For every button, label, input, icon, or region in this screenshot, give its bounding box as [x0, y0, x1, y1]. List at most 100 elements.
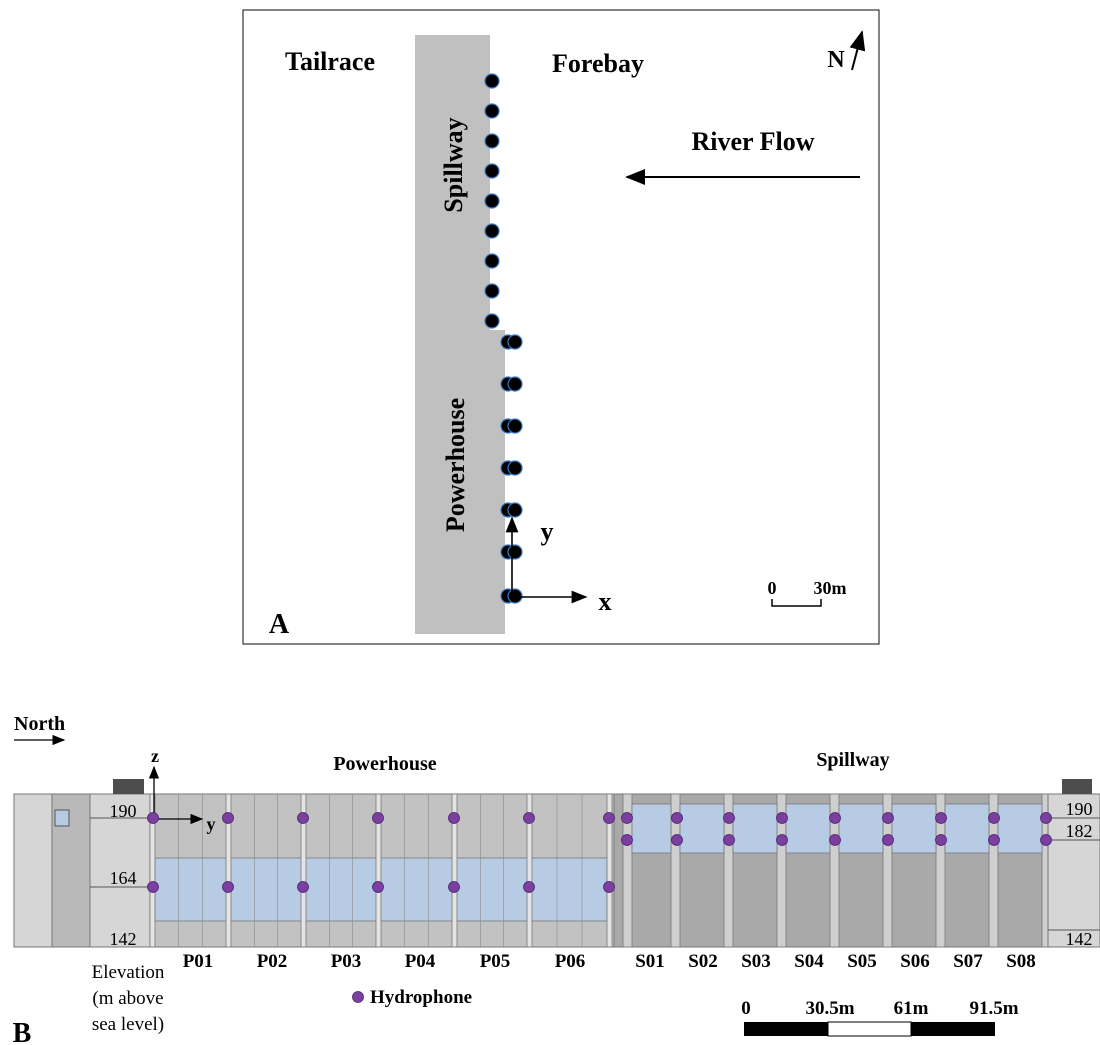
spillway-pier-3: [723, 793, 734, 948]
scale-seg-2: [827, 1021, 912, 1037]
powerhouse-pier-6: [526, 793, 533, 948]
spillway-pier-2: [670, 793, 681, 948]
scale-label-2: 61m: [894, 998, 929, 1019]
elev-left-142: 142: [110, 929, 137, 949]
powerhouse-pier-5: [451, 793, 458, 948]
unit-label-p06: P06: [555, 951, 586, 972]
elevation-caption-line-3: sea level): [92, 1014, 164, 1035]
powerhouse-lower-hydrophone-7: [603, 881, 615, 893]
unit-label-s07: S07: [953, 951, 983, 972]
left-block: [51, 793, 91, 948]
spillway-bays: [622, 793, 1052, 948]
powerhouse-upper-hydrophone-4: [372, 812, 384, 824]
powerhouse-hydrophone-b-4: [507, 460, 523, 476]
y-axis-label-b: y: [207, 814, 216, 834]
elev-left-164: 164: [110, 868, 137, 888]
unit-label-s01: S01: [635, 951, 665, 972]
unit-label-p04: P04: [405, 951, 436, 972]
powerhouse-upper-hydrophone-5: [448, 812, 460, 824]
spillway-upper-hydrophone-7: [935, 812, 947, 824]
unit-label-s05: S05: [847, 951, 877, 972]
spillway-hydrophone-1: [484, 73, 500, 89]
spillway-hydrophone-9: [484, 313, 500, 329]
spillway-gate-bay-2: [679, 803, 725, 854]
spillway-lower-hydrophone-8: [988, 834, 1000, 846]
tailrace-label: Tailrace: [285, 47, 375, 76]
z-axis-label: z: [151, 746, 159, 766]
panel-a-scale-bar: 0 30m: [768, 578, 847, 607]
elev-left-190: 190: [110, 801, 137, 821]
forebay-label: Forebay: [552, 49, 644, 78]
spillway-gate-bay-5: [838, 803, 884, 854]
spillway-hydrophone-4: [484, 163, 500, 179]
right-elevation-block: [1047, 793, 1100, 948]
dam-structure: [415, 35, 505, 634]
spillway-upper-hydrophone-8: [988, 812, 1000, 824]
unit-label-p01: P01: [183, 951, 214, 972]
spillway-pier-8: [988, 793, 999, 948]
powerhouse-vertical-label: Powerhouse: [441, 398, 470, 532]
unit-label-s02: S02: [688, 951, 718, 972]
powerhouse-hydrophone-b-5: [507, 502, 523, 518]
scale-seg-3: [911, 1022, 995, 1036]
powerhouse-upper-hydrophone-3: [297, 812, 309, 824]
spillway-gate-bay-7: [944, 803, 990, 854]
panel-b: North Powerhouse Spillway 190 164 142 19…: [13, 713, 1100, 1045]
powerhouse-lower-hydrophone-4: [372, 881, 384, 893]
spillway-vertical-label: Spillway: [439, 117, 468, 212]
hydrophone-legend: Hydrophone: [352, 987, 472, 1008]
spillway-upper-hydrophone-3: [723, 812, 735, 824]
spillway-upper-hydrophone-9: [1040, 812, 1052, 824]
elevation-caption-line-2: (m above: [92, 988, 163, 1009]
spillway-hydrophone-3: [484, 133, 500, 149]
left-abutment: [13, 793, 53, 948]
powerhouse-pier-3: [300, 793, 307, 948]
spillway-upper-hydrophone-2: [671, 812, 683, 824]
north-arrow: [849, 30, 866, 71]
panel-b-label: B: [13, 1018, 32, 1045]
unit-label-s04: S04: [794, 951, 824, 972]
scale-label-1: 30.5m: [805, 998, 854, 1019]
unit-label-s03: S03: [741, 951, 771, 972]
unit-label-p02: P02: [257, 951, 288, 972]
powerhouse-lower-hydrophone-6: [523, 881, 535, 893]
spillway-pier-1: [622, 793, 633, 948]
scale-zero: 0: [768, 578, 777, 598]
powerhouse-upper-hydrophone-2: [222, 812, 234, 824]
spillway-upper-hydrophone-4: [776, 812, 788, 824]
spillway-pier-5: [829, 793, 840, 948]
elev-right-142: 142: [1066, 929, 1093, 949]
unit-label-p03: P03: [331, 951, 362, 972]
spillway-pier-4: [776, 793, 787, 948]
x-axis-label: x: [599, 587, 612, 616]
elev-right-182: 182: [1066, 821, 1093, 841]
right-crane: [1062, 779, 1092, 794]
river-flow-label: River Flow: [692, 127, 815, 156]
powerhouse-lower-hydrophone-5: [448, 881, 460, 893]
spillway-upper-hydrophone-1: [621, 812, 633, 824]
spillway-lower-hydrophone-3: [723, 834, 735, 846]
spillway-lower-hydrophone-9: [1040, 834, 1052, 846]
powerhouse-pier-4: [375, 793, 382, 948]
spillway-lower-hydrophone-7: [935, 834, 947, 846]
powerhouse-title: Powerhouse: [333, 753, 436, 775]
legend-hydrophone-dot: [352, 991, 364, 1003]
spillway-lower-hydrophone-6: [882, 834, 894, 846]
unit-label-s08: S08: [1006, 951, 1036, 972]
spillway-lower-hydrophone-2: [671, 834, 683, 846]
powerhouse-hydrophone-b-7: [507, 588, 523, 604]
panel-a: Tailrace Forebay N River Flow Spillway P…: [242, 9, 880, 645]
elevation-caption-line-1: Elevation: [92, 962, 165, 983]
spillway-upper-hydrophone-6: [882, 812, 894, 824]
north-label-b: North: [14, 713, 65, 735]
legend-label: Hydrophone: [370, 987, 472, 1008]
left-block-window: [54, 809, 70, 827]
elev-right-190: 190: [1066, 799, 1093, 819]
scale-value: 30m: [814, 578, 847, 598]
powerhouse-lower-hydrophone-3: [297, 881, 309, 893]
scale-seg-1: [744, 1022, 828, 1036]
unit-labels: P01 P02 P03 P04 P05 P06 S01 S02 S03 S04 S05 S06 S07 S…: [183, 951, 1036, 972]
spillway-hydrophone-5: [484, 193, 500, 209]
powerhouse-pier-1: [149, 793, 156, 948]
